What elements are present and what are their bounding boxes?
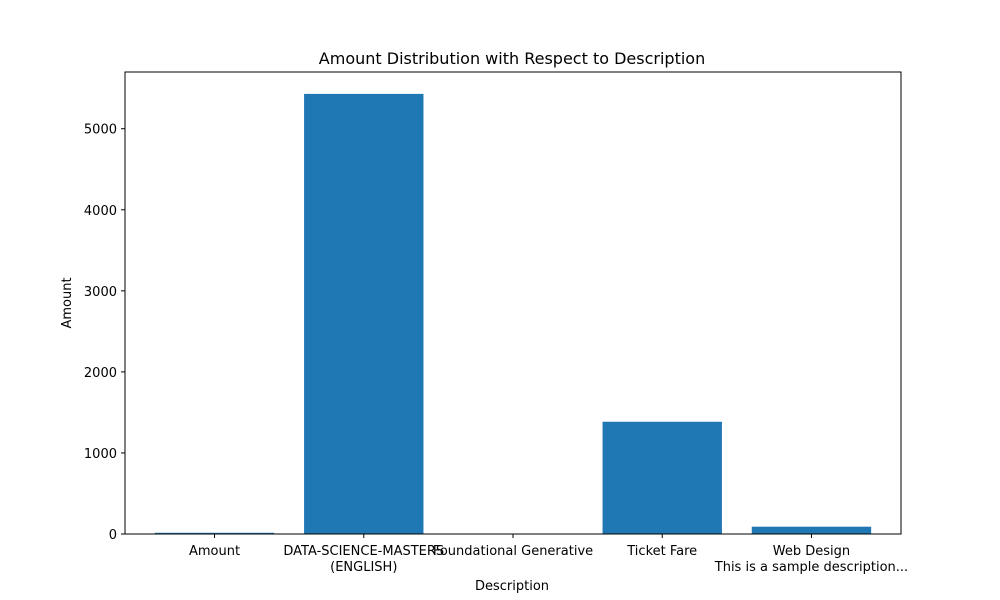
y-tick-label-0: 0 <box>109 528 117 543</box>
x-tick-label-3: Ticket Fare <box>626 544 697 559</box>
x-tick-label-0: Amount <box>189 544 240 559</box>
chart-title: Amount Distribution with Respect to Desc… <box>319 49 705 68</box>
x-tick-label-1: DATA-SCIENCE-MASTERS (ENGLISH) <box>283 544 444 575</box>
bar-0 <box>154 532 275 534</box>
x-tick-label-2: Foundational Generative <box>433 544 593 559</box>
y-tick-label-1: 1000 <box>84 447 117 462</box>
x-axis-label: Description <box>475 579 549 594</box>
plot-area-frame <box>124 71 902 535</box>
y-tick-label-4: 4000 <box>84 204 117 219</box>
x-tick-label-4: Web Design This is a sample description..… <box>714 544 908 575</box>
bar-3 <box>602 421 722 534</box>
bars-layer <box>154 93 872 534</box>
y-axis-label: Amount <box>60 277 75 328</box>
y-tick-label-5: 5000 <box>84 123 117 138</box>
x-axis-ticks: Amount DATA-SCIENCE-MASTERS (ENGLISH)Found… <box>189 534 908 575</box>
y-axis-ticks: 0 1000 2000 3000 4000 5000 <box>84 123 125 543</box>
y-tick-label-2: 2000 <box>84 366 117 381</box>
y-tick-label-3: 3000 <box>84 285 117 300</box>
bar-4 <box>751 526 872 534</box>
bar-1 <box>304 93 424 534</box>
